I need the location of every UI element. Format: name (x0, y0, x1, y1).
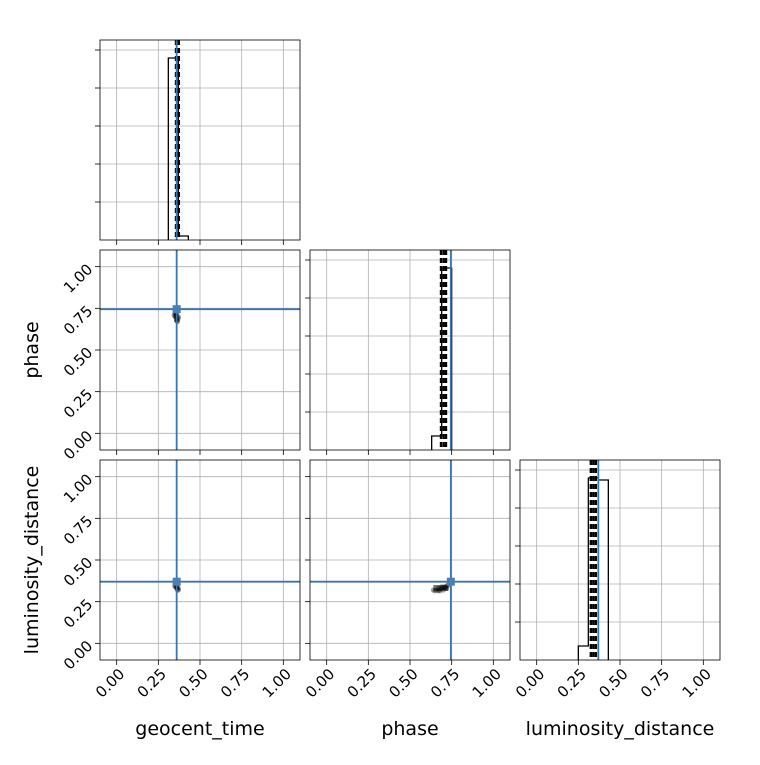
panel-frame (519, 459, 721, 661)
x-tick-label: 1.00 (679, 665, 715, 701)
y-tick-label: 1.00 (60, 470, 96, 506)
panel-phase-luminosity_distance (305, 459, 511, 665)
x-tick-label: 0.50 (595, 665, 631, 701)
x-tick-label: 1.00 (259, 665, 295, 701)
x-tick-label: 0.00 (302, 665, 338, 701)
panel-grid (100, 250, 300, 450)
y-tick-label: 0.75 (60, 512, 96, 548)
panel-geocent_time-luminosity_distance (95, 459, 301, 665)
panel-grid (310, 250, 510, 450)
panel-grid (310, 460, 510, 660)
x-axis-label-geocent_time: geocent_time (135, 718, 264, 740)
x-tick-label: 0.25 (134, 665, 170, 701)
panel-frame (99, 249, 301, 451)
y-tick-label: 0.25 (60, 385, 96, 421)
x-tick-label: 0.25 (344, 665, 380, 701)
x-tick-label: 0.25 (554, 665, 590, 701)
truth-marker (172, 577, 181, 586)
x-tick-label: 0.50 (175, 665, 211, 701)
x-tick-label: 0.00 (512, 665, 548, 701)
y-tick-label: 0.50 (60, 344, 96, 380)
y-axis-label-phase: phase (21, 321, 43, 378)
panel-grid (100, 40, 300, 240)
x-tick-label: 1.00 (469, 665, 505, 701)
panel-geocent_time-phase (95, 249, 301, 455)
x-tick-label: 0.75 (217, 665, 253, 701)
y-tick-label: 0.00 (60, 637, 96, 673)
y-tick-label: 0.75 (60, 302, 96, 338)
x-axis-label-phase: phase (381, 718, 438, 740)
x-tick-label: 0.75 (637, 665, 673, 701)
y-axis-label-luminosity_distance: luminosity_distance (21, 466, 43, 655)
y-tick-label: 1.00 (60, 260, 96, 296)
panel-geocent_time-geocent_time (95, 39, 301, 245)
truth-marker (172, 305, 181, 314)
panel-grid (520, 460, 720, 660)
density-region (433, 585, 449, 591)
x-tick-label: 0.75 (427, 665, 463, 701)
x-tick-label: 0.50 (385, 665, 421, 701)
y-tick-label: 0.00 (60, 427, 96, 463)
x-axis-label-luminosity_distance: luminosity_distance (526, 718, 715, 740)
panel-luminosity_distance-luminosity_distance (515, 459, 721, 665)
y-tick-label: 0.25 (60, 595, 96, 631)
panel-grid (100, 460, 300, 660)
panel-frame (309, 459, 511, 661)
truth-marker (446, 577, 455, 586)
panel-phase-phase (305, 249, 511, 455)
panel-frame (99, 39, 301, 241)
panel-frame (99, 459, 301, 661)
panel-frame (309, 249, 511, 451)
y-tick-label: 0.50 (60, 554, 96, 590)
x-tick-label: 0.00 (92, 665, 128, 701)
